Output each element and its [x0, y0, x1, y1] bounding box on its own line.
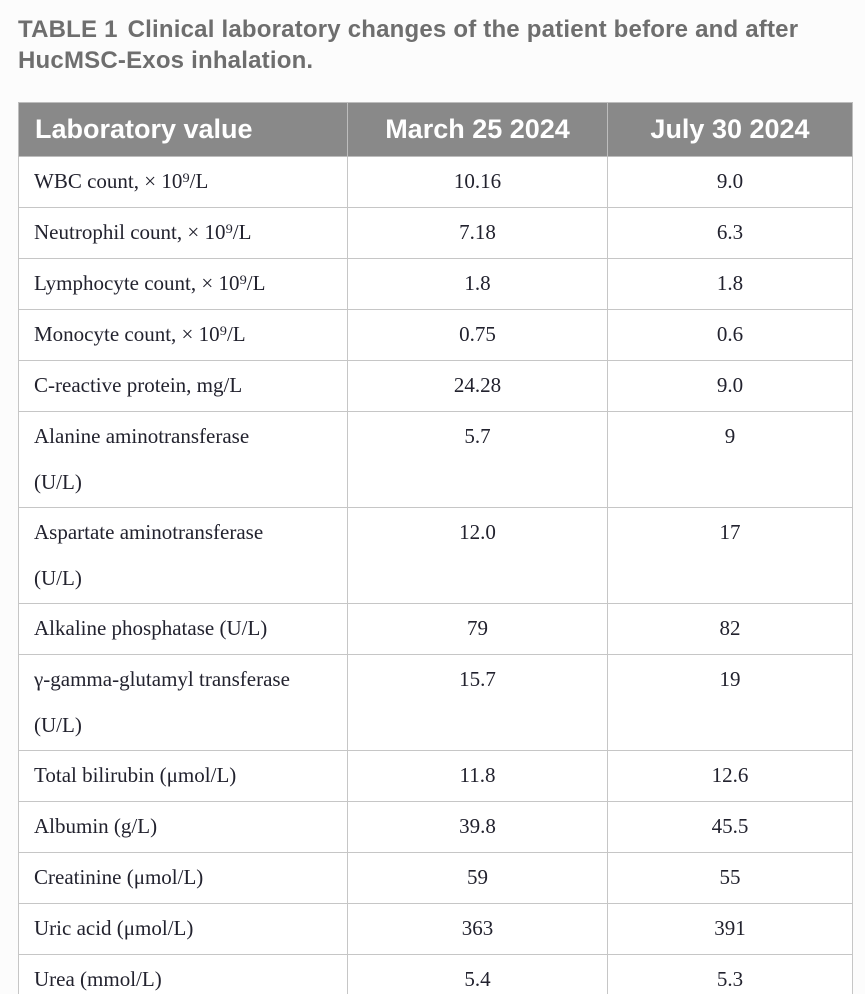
table-caption: TABLE 1 Clinical laboratory changes of th… [18, 14, 852, 76]
row-label-cell: Urea (mmol/L) [18, 954, 348, 994]
march-value-cell: 59 [347, 852, 608, 904]
table-row: Creatinine (μmol/L) 59 55 [18, 852, 853, 904]
table-row: γ-gamma-glutamyl transferase (U/L) 15.7 … [18, 654, 853, 751]
march-value-cell: 10.16 [347, 156, 608, 208]
column-header-july-30-2024: July 30 2024 [607, 102, 853, 157]
july-value-cell: 17 [607, 507, 853, 604]
july-value-cell: 9 [607, 411, 853, 508]
row-label-line2: (U/L) [34, 713, 82, 737]
row-label-cell: Uric acid (μmol/L) [18, 903, 348, 955]
row-label-cell: Alkaline phosphatase (U/L) [18, 603, 348, 655]
july-value-cell: 391 [607, 903, 853, 955]
row-label-line1: Alkaline phosphatase (U/L) [34, 616, 268, 640]
row-label-cell: WBC count, × 10⁹/L [18, 156, 348, 208]
row-label-cell: Albumin (g/L) [18, 801, 348, 853]
row-label-line1: Albumin (g/L) [34, 814, 158, 838]
july-value-cell: 9.0 [607, 360, 853, 412]
column-header-laboratory-value: Laboratory value [18, 102, 348, 157]
july-value-cell: 55 [607, 852, 853, 904]
table-row: Neutrophil count, × 10⁹/L 7.18 6.3 [18, 207, 853, 259]
table-row: Alkaline phosphatase (U/L) 79 82 [18, 603, 853, 655]
row-label-line1: Creatinine (μmol/L) [34, 865, 204, 889]
july-value-cell: 82 [607, 603, 853, 655]
table-row: Uric acid (μmol/L) 363 391 [18, 903, 853, 955]
row-label-cell: Neutrophil count, × 10⁹/L [18, 207, 348, 259]
march-value-cell: 12.0 [347, 507, 608, 604]
july-value-cell: 5.3 [607, 954, 853, 994]
row-label-line2: (U/L) [34, 470, 82, 494]
march-value-cell: 7.18 [347, 207, 608, 259]
march-value-cell: 79 [347, 603, 608, 655]
row-label-line1: WBC count, × 10⁹/L [34, 169, 209, 193]
table-row: Urea (mmol/L) 5.4 5.3 [18, 954, 853, 994]
march-value-cell: 5.4 [347, 954, 608, 994]
table-row: Total bilirubin (μmol/L) 11.8 12.6 [18, 750, 853, 802]
table-row: Lymphocyte count, × 10⁹/L 1.8 1.8 [18, 258, 853, 310]
march-value-cell: 39.8 [347, 801, 608, 853]
july-value-cell: 19 [607, 654, 853, 751]
july-value-cell: 6.3 [607, 207, 853, 259]
row-label-cell: Aspartate aminotransferase (U/L) [18, 507, 348, 604]
row-label-cell: Monocyte count, × 10⁹/L [18, 309, 348, 361]
row-label-cell: Creatinine (μmol/L) [18, 852, 348, 904]
row-label-line1: Total bilirubin (μmol/L) [34, 763, 237, 787]
table-number-label: TABLE 1 [18, 16, 118, 43]
row-label-line1: C-reactive protein, mg/L [34, 373, 243, 397]
row-label-line1: Neutrophil count, × 10⁹/L [34, 220, 252, 244]
july-value-cell: 9.0 [607, 156, 853, 208]
march-value-cell: 24.28 [347, 360, 608, 412]
table-row: C-reactive protein, mg/L 24.28 9.0 [18, 360, 853, 412]
table-header: Laboratory value March 25 2024 July 30 2… [18, 102, 853, 157]
row-label-cell: C-reactive protein, mg/L [18, 360, 348, 412]
row-label-line1: Monocyte count, × 10⁹/L [34, 322, 246, 346]
march-value-cell: 0.75 [347, 309, 608, 361]
row-label-line1: Urea (mmol/L) [34, 967, 162, 991]
row-label-cell: Alanine aminotransferase (U/L) [18, 411, 348, 508]
table-row: Alanine aminotransferase (U/L) 5.7 9 [18, 411, 853, 508]
july-value-cell: 0.6 [607, 309, 853, 361]
row-label-cell: Lymphocyte count, × 10⁹/L [18, 258, 348, 310]
march-value-cell: 5.7 [347, 411, 608, 508]
row-label-line1: Aspartate aminotransferase [34, 520, 264, 544]
row-label-line1: γ-gamma-glutamyl transferase [34, 667, 290, 691]
row-label-line1: Alanine aminotransferase [34, 424, 250, 448]
table-row: Albumin (g/L) 39.8 45.5 [18, 801, 853, 853]
july-value-cell: 1.8 [607, 258, 853, 310]
row-label-line1: Uric acid (μmol/L) [34, 916, 194, 940]
march-value-cell: 15.7 [347, 654, 608, 751]
march-value-cell: 11.8 [347, 750, 608, 802]
row-label-line1: Lymphocyte count, × 10⁹/L [34, 271, 266, 295]
table-row: WBC count, × 10⁹/L 10.16 9.0 [18, 156, 853, 208]
table-row: Aspartate aminotransferase (U/L) 12.0 17 [18, 507, 853, 604]
caption-text: Clinical laboratory changes of the patie… [18, 16, 799, 74]
march-value-cell: 1.8 [347, 258, 608, 310]
row-label-cell: γ-gamma-glutamyl transferase (U/L) [18, 654, 348, 751]
column-header-march-25-2024: March 25 2024 [347, 102, 608, 157]
july-value-cell: 12.6 [607, 750, 853, 802]
row-label-cell: Total bilirubin (μmol/L) [18, 750, 348, 802]
table-body: WBC count, × 10⁹/L 10.16 9.0 Neutrophil … [18, 156, 853, 994]
lab-values-table: Laboratory value March 25 2024 July 30 2… [18, 102, 853, 994]
table-row: Monocyte count, × 10⁹/L 0.75 0.6 [18, 309, 853, 361]
july-value-cell: 45.5 [607, 801, 853, 853]
march-value-cell: 363 [347, 903, 608, 955]
row-label-line2: (U/L) [34, 566, 82, 590]
header-row: Laboratory value March 25 2024 July 30 2… [18, 102, 853, 157]
